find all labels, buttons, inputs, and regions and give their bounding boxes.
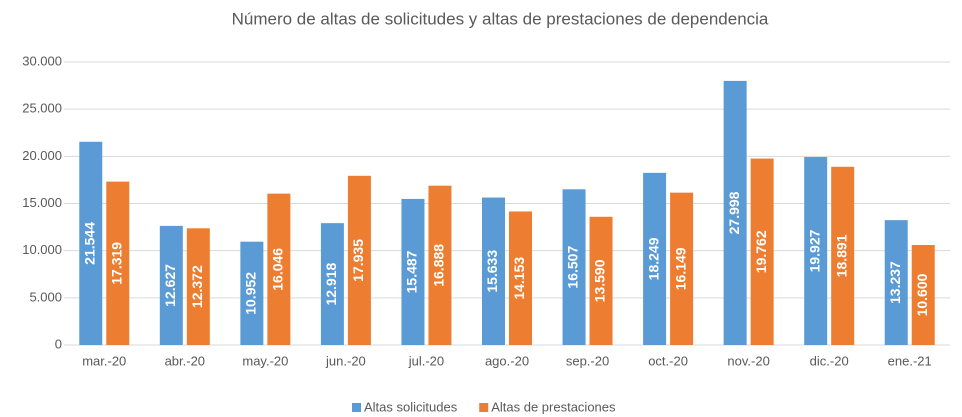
- value-label: 12.918: [323, 262, 339, 305]
- bar: [589, 216, 613, 345]
- value-label: 19.927: [806, 229, 822, 272]
- value-label: 15.633: [484, 250, 500, 293]
- value-label: 16.149: [672, 247, 688, 290]
- x-tick-label: ago.-20: [485, 353, 529, 368]
- x-tick-label: nov.-20: [727, 353, 769, 368]
- y-tick-label: 10.000: [22, 242, 62, 257]
- bar: [186, 228, 210, 345]
- value-label: 17.319: [108, 242, 124, 285]
- bar: [79, 141, 103, 345]
- value-label: 16.507: [565, 246, 581, 289]
- bar: [643, 172, 667, 345]
- bar: [267, 193, 291, 345]
- value-label: 27.998: [726, 191, 742, 234]
- x-tick-label: mar.-20: [82, 353, 126, 368]
- value-label: 13.590: [592, 259, 608, 302]
- value-label: 10.952: [243, 272, 259, 315]
- x-tick-label: ene.-21: [888, 353, 932, 368]
- value-label: 16.888: [431, 244, 447, 287]
- bar: [159, 225, 183, 345]
- chart-title: Número de altas de solicitudes y altas d…: [232, 9, 769, 28]
- x-tick-label: may.-20: [242, 353, 288, 368]
- value-label: 19.762: [753, 230, 769, 273]
- bar: [347, 175, 371, 345]
- bar: [723, 80, 747, 346]
- value-label: 12.627: [162, 264, 178, 307]
- bar: [320, 223, 344, 345]
- y-tick-label: 25.000: [22, 101, 62, 116]
- x-tick-label: jun.-20: [325, 353, 366, 368]
- bar: [831, 166, 855, 345]
- value-label: 16.046: [270, 248, 286, 291]
- legend-label: Altas de prestaciones: [491, 399, 616, 414]
- bar: [482, 197, 505, 345]
- x-tick-label: jul.-20: [408, 353, 444, 368]
- bar: [428, 185, 452, 345]
- y-tick-label: 15.000: [22, 195, 62, 210]
- value-label: 13.237: [887, 261, 903, 304]
- value-label: 21.544: [81, 222, 97, 265]
- value-label: 17.935: [350, 239, 366, 282]
- bar: [401, 198, 425, 345]
- x-tick-label: abr.-20: [165, 353, 205, 368]
- bar: [884, 220, 908, 345]
- bar: [106, 181, 130, 345]
- bar: [562, 189, 586, 345]
- bar: [911, 245, 935, 345]
- value-label: 15.487: [404, 250, 420, 293]
- legend-swatch: [352, 403, 361, 412]
- bar: [670, 192, 694, 345]
- x-tick-label: sep.-20: [566, 353, 609, 368]
- legend-label: Altas solicitudes: [364, 399, 458, 414]
- y-tick-label: 5.000: [29, 289, 62, 304]
- value-label: 12.372: [189, 265, 205, 308]
- y-tick-label: 0: [55, 336, 62, 351]
- bar: [509, 211, 532, 345]
- value-label: 18.891: [833, 234, 849, 277]
- x-tick-label: dic.-20: [810, 353, 849, 368]
- bar: [750, 158, 774, 345]
- y-tick-label: 20.000: [22, 148, 62, 163]
- bar: [804, 157, 828, 345]
- y-tick-label: 30.000: [22, 53, 62, 68]
- legend-swatch: [479, 403, 489, 412]
- value-label: 10.600: [914, 273, 930, 316]
- value-label: 18.249: [645, 237, 661, 280]
- x-tick-label: oct.-20: [648, 353, 688, 368]
- value-label: 14.153: [511, 257, 527, 300]
- bar: [240, 241, 264, 345]
